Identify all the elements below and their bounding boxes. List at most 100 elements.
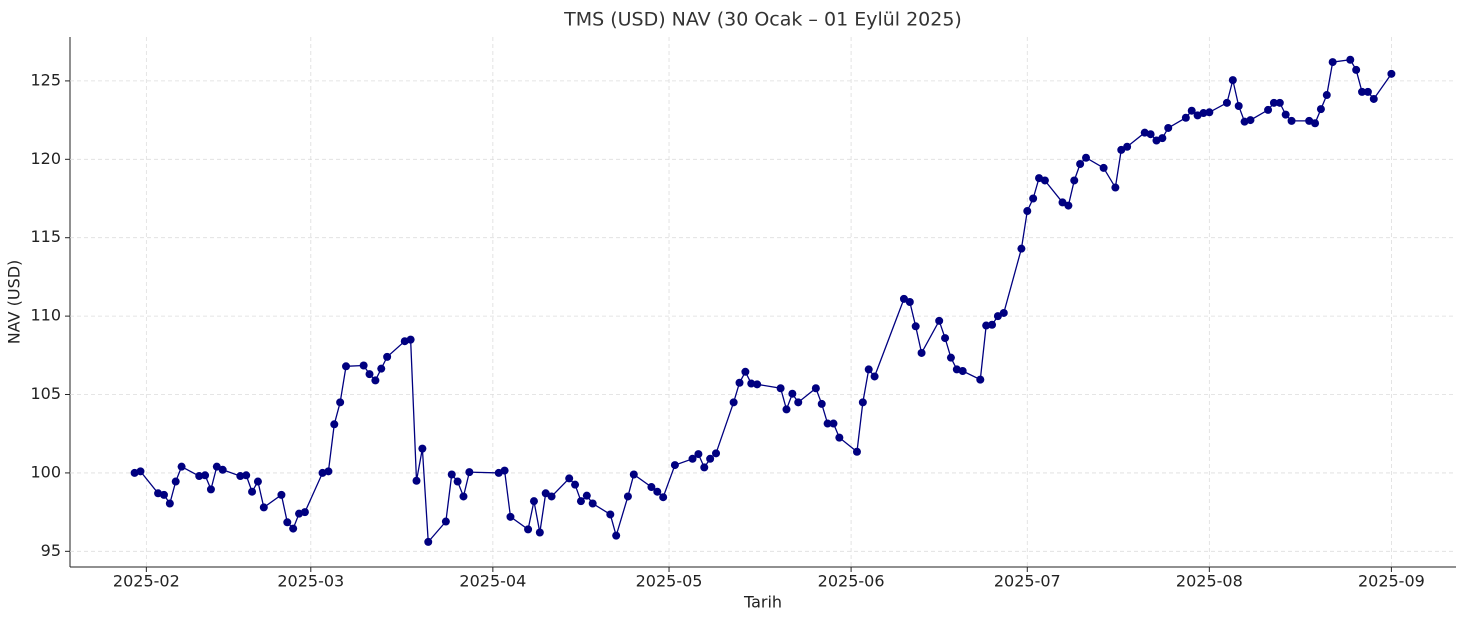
- marker: [935, 316, 944, 325]
- marker: [729, 398, 738, 407]
- marker: [899, 294, 908, 303]
- marker: [1234, 101, 1243, 110]
- marker: [1029, 194, 1038, 203]
- y-tick-label: 100: [30, 462, 61, 481]
- marker: [941, 334, 950, 343]
- marker: [571, 480, 580, 489]
- y-tick-label: 95: [41, 541, 61, 560]
- marker: [606, 510, 615, 519]
- marker: [706, 454, 715, 463]
- marker: [1111, 183, 1120, 192]
- marker: [1346, 55, 1355, 64]
- marker: [529, 497, 538, 506]
- marker: [259, 503, 268, 512]
- marker: [976, 375, 985, 384]
- marker: [776, 384, 785, 393]
- marker: [1358, 87, 1367, 96]
- marker: [629, 470, 638, 479]
- marker: [823, 419, 832, 428]
- marker: [1287, 116, 1296, 125]
- marker: [1017, 244, 1026, 253]
- marker: [283, 518, 292, 527]
- marker: [1246, 116, 1255, 125]
- marker: [670, 461, 679, 470]
- marker: [377, 364, 386, 373]
- marker: [817, 399, 826, 408]
- marker: [1264, 105, 1273, 114]
- x-tick-label: 2025-09: [1358, 572, 1425, 591]
- marker: [1205, 108, 1214, 117]
- marker: [1117, 145, 1126, 154]
- x-tick-label: 2025-07: [994, 572, 1061, 591]
- marker: [159, 490, 168, 499]
- marker: [858, 398, 867, 407]
- marker: [958, 366, 967, 375]
- marker: [248, 487, 257, 496]
- marker: [735, 378, 744, 387]
- marker: [794, 398, 803, 407]
- marker: [1269, 98, 1278, 107]
- marker: [535, 528, 544, 537]
- marker: [917, 348, 926, 357]
- marker: [1064, 201, 1073, 210]
- marker: [453, 477, 462, 486]
- marker: [788, 389, 797, 398]
- marker: [330, 420, 339, 429]
- chart-title: TMS (USD) NAV (30 Ocak – 01 Eylül 2025): [563, 9, 962, 31]
- y-tick-label: 105: [30, 384, 61, 403]
- marker: [1275, 98, 1284, 107]
- marker: [206, 485, 215, 494]
- marker: [1316, 105, 1325, 114]
- y-tick-label: 110: [30, 306, 61, 325]
- marker: [336, 398, 345, 407]
- marker: [1164, 123, 1173, 132]
- marker: [1123, 142, 1132, 151]
- marker: [1181, 113, 1190, 122]
- marker: [1387, 69, 1396, 78]
- marker: [359, 361, 368, 370]
- marker: [905, 298, 914, 306]
- marker: [1328, 58, 1337, 67]
- marker: [829, 419, 838, 428]
- marker: [659, 493, 668, 502]
- marker: [747, 379, 756, 388]
- marker: [811, 384, 820, 393]
- marker: [289, 524, 298, 533]
- y-tick-label: 120: [30, 149, 61, 168]
- marker: [300, 508, 309, 517]
- marker: [576, 497, 585, 506]
- marker: [864, 365, 873, 374]
- marker: [171, 477, 180, 486]
- marker: [1076, 160, 1085, 169]
- marker: [647, 483, 656, 492]
- marker: [277, 490, 286, 499]
- marker: [694, 450, 703, 459]
- marker: [741, 367, 750, 376]
- marker: [1070, 176, 1079, 185]
- marker: [201, 471, 210, 480]
- x-tick-label: 2025-02: [113, 572, 180, 591]
- marker: [195, 472, 204, 481]
- marker: [835, 433, 844, 442]
- marker: [582, 491, 591, 500]
- marker: [753, 380, 762, 389]
- marker: [1311, 119, 1320, 128]
- marker: [1099, 163, 1108, 172]
- marker: [588, 499, 597, 508]
- marker: [365, 370, 374, 379]
- marker: [946, 353, 955, 362]
- x-tick-label: 2025-05: [636, 572, 703, 591]
- marker: [1187, 106, 1196, 115]
- x-axis-label: Tarih: [743, 593, 782, 612]
- marker: [218, 465, 227, 474]
- marker: [1322, 91, 1331, 100]
- marker: [911, 322, 920, 331]
- marker: [212, 462, 221, 471]
- marker: [623, 492, 632, 501]
- marker: [242, 471, 251, 480]
- marker: [993, 312, 1002, 321]
- marker: [988, 320, 997, 329]
- marker: [612, 531, 621, 540]
- marker: [852, 447, 861, 456]
- marker: [1058, 198, 1067, 207]
